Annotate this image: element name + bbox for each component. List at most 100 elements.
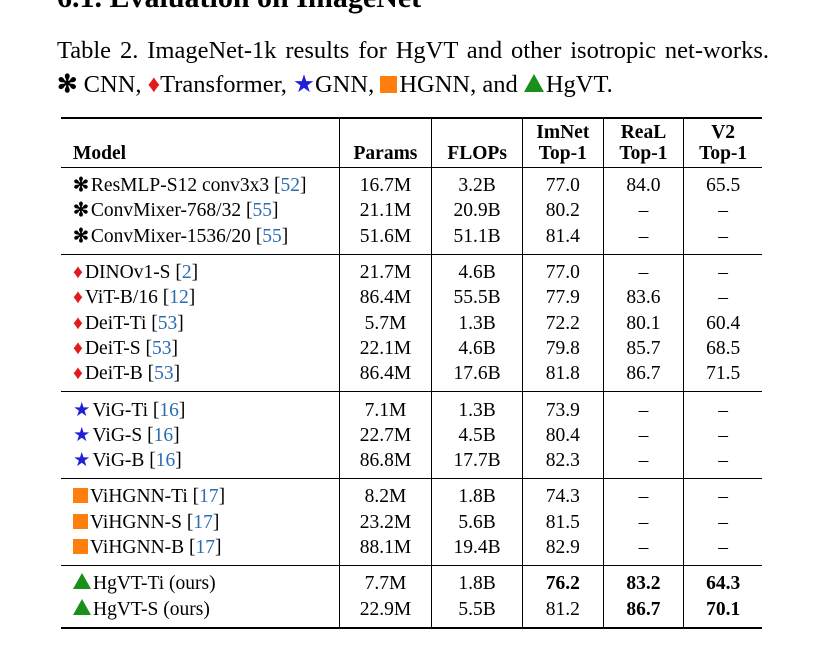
cell-imnet: 81.8 [521, 361, 604, 392]
legend-sep-hgvt: . [606, 71, 613, 98]
header-real-line2: Top-1 [619, 143, 668, 164]
citation-link[interactable]: 16 [155, 450, 176, 472]
cell-model: ✻ ConvMixer-768/32 [55] [73, 200, 279, 222]
table-row: ✻ ResMLP-S12 conv3x3 [52] 16.7M 3.2B 77.0 84.… [61, 167, 762, 199]
citation-link[interactable]: 55 [262, 225, 282, 247]
table-group: ♦ DINOv1-S [2] 21.7M 4.6B 77.0– – ♦ ViT-B/16 [1… [61, 254, 762, 392]
results-table: Model Params FLOPs ImNet Top-1 ReaL Top-1 … [61, 117, 762, 629]
header-imnet-line2: Top-1 [538, 143, 587, 164]
cell-real: 86.7 [602, 361, 684, 392]
cell-model: ViHGNN-Ti [17] [61, 479, 339, 510]
cell-real: 84.0 [602, 167, 684, 199]
legend-sep-cnn: , [135, 71, 142, 98]
cnn-icon: ✻ [73, 175, 89, 197]
cell-params: 16.7M [338, 167, 432, 199]
cell-imnet: 77.9 [521, 285, 604, 311]
model-name: ViG-Ti [92, 399, 149, 421]
table-row: ★ ViG-B [16] 86.8M 17.7B 82.3– – [61, 447, 762, 479]
transformer-icon: ♦ [147, 71, 161, 98]
cell-flops: 20.9B [431, 198, 523, 224]
cell-v2: – [683, 223, 762, 255]
cell-params: 8.2M [338, 478, 432, 510]
table-header: Model Params FLOPs ImNet Top-1 ReaL Top-1 … [61, 118, 762, 168]
cell-flops: 5.6B [431, 509, 523, 535]
table-row: ♦ ViT-B/16 [12] 86.4M 55.5B 77.9 83.6– [61, 285, 762, 311]
cell-flops: 17.7B [431, 447, 523, 479]
cell-model: ★ ViG-B [16] [73, 450, 182, 472]
model-name: ViT-B/16 [84, 287, 158, 309]
cell-v2: 70.1 [683, 596, 762, 628]
citation-link[interactable]: 17 [199, 486, 219, 508]
cell-model: ♦ DeiT-Ti [53] [73, 312, 184, 334]
cell-params: 22.9M [338, 596, 432, 628]
header-v2-line2: Top-1 [699, 143, 748, 164]
header-flops: FLOPs [431, 118, 523, 168]
table-row: ViHGNN-B [17] 88.1M 19.4B 82.9– – [61, 534, 762, 566]
hgnn-square-icon [380, 76, 398, 93]
cell-imnet: 74.3 [521, 478, 604, 510]
citation-link[interactable]: 16 [153, 424, 174, 446]
cell-params: 7.7M [338, 565, 432, 597]
citation-link[interactable]: 17 [195, 537, 216, 558]
citation-link[interactable]: 53 [151, 337, 172, 359]
header-row: Model Params FLOPs ImNet Top-1 ReaL Top-1 … [61, 118, 762, 168]
table-row: HgVT-Ti (ours) 7.7M 1.8B 76.2 83.2 64.3 [61, 565, 762, 597]
model-name: HgVT-S (ours) [93, 598, 210, 620]
table-row: ★ ViG-S [16] 22.7M 4.5B 80.4– – [61, 422, 762, 448]
hgnn-square-icon [73, 513, 88, 529]
hgvt-triangle-icon [523, 74, 544, 92]
citation-link[interactable]: 53 [154, 363, 174, 385]
citation-link[interactable]: 16 [159, 399, 179, 421]
table-caption: Table 2. ImageNet-1k results for HgVT an… [57, 34, 769, 102]
table-row: ✻ ConvMixer-1536/20 [55] 51.6M 51.1B 81.4– – [61, 223, 762, 255]
cell-model: ✻ ResMLP-S12 conv3x3 [52] [73, 175, 307, 197]
header-v2-top1: V2 Top-1 [683, 118, 762, 168]
cell-model: ★ ViG-Ti [16] [73, 399, 186, 421]
cell-flops: 4.5B [431, 422, 523, 448]
legend-sep-hgnn: , and [470, 71, 518, 98]
cell-v2: – [683, 422, 762, 448]
table-row: ♦ DeiT-B [53] 86.4M 17.6B 81.8 86.7 71.5 [61, 361, 762, 392]
citation-link[interactable]: 53 [157, 312, 178, 334]
cell-v2: – [683, 478, 762, 510]
cell-imnet: 72.2 [521, 310, 604, 336]
cell-params: 5.7M [338, 310, 432, 336]
cell-real: 85.7 [602, 335, 684, 362]
cell-flops: 17.6B [431, 361, 523, 392]
cell-flops: 5.5B [431, 596, 523, 628]
legend-label-gnn: GNN [314, 71, 369, 98]
legend-sep-transformer: , [280, 71, 287, 98]
cell-v2: – [683, 391, 762, 423]
citation-link[interactable]: 55 [252, 200, 272, 222]
table-group: ★ ViG-Ti [16] 7.1M 1.3B 73.9– – ★ ViG-S [16] 22.… [61, 391, 762, 479]
citation-link[interactable]: 17 [193, 511, 213, 533]
model-name: ViHGNN-S [90, 511, 182, 533]
header-params: Params [338, 118, 432, 168]
cell-params: 86.8M [338, 447, 432, 479]
citation-link[interactable]: 12 [169, 287, 189, 309]
model-name: DeiT-S [84, 337, 141, 359]
citation-link[interactable]: 2 [181, 262, 192, 284]
table-group: ✻ ResMLP-S12 conv3x3 [52] 16.7M 3.2B 77.0 84.… [61, 167, 762, 255]
cell-flops: 1.3B [431, 391, 523, 423]
cell-real: – [602, 509, 684, 535]
cell-params: 22.7M [338, 422, 432, 448]
cell-imnet: 81.4 [521, 223, 604, 255]
legend-sep-gnn: , [368, 71, 375, 98]
cell-real: – [602, 198, 684, 224]
legend-label-hgnn: HGNN [399, 71, 471, 98]
cell-flops: 3.2B [431, 167, 523, 199]
cell-imnet: 82.3 [521, 447, 604, 479]
cell-flops: 1.8B [431, 478, 523, 510]
cell-real: – [602, 391, 684, 423]
model-name: DINOv1-S [84, 262, 171, 284]
cell-imnet: 76.2 [521, 565, 604, 597]
citation-link[interactable]: 52 [280, 175, 301, 197]
cell-v2: – [683, 509, 762, 535]
cell-v2: 71.5 [683, 361, 762, 392]
cell-real: 80.1 [602, 310, 684, 336]
cell-real: – [602, 422, 684, 448]
cell-v2: – [683, 534, 762, 566]
model-name: ConvMixer-768/32 [90, 200, 242, 222]
model-name: ViG-B [92, 450, 145, 472]
